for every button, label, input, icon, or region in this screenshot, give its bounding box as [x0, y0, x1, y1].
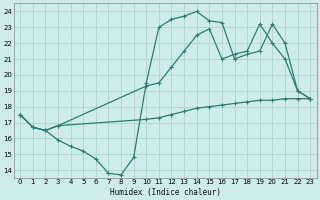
X-axis label: Humidex (Indice chaleur): Humidex (Indice chaleur) — [110, 188, 221, 197]
